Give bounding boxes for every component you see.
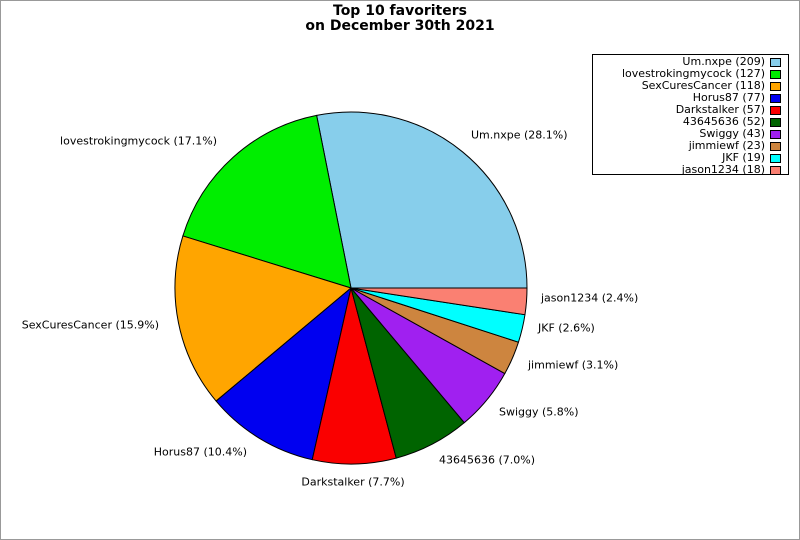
legend-item: Um.nxpe (209) [595,56,781,68]
legend-item-label: jimmiewf (23) [688,139,765,152]
pie-slice-label: Horus87 (10.4%) [153,445,247,459]
pie-slice-lovestrokingmycock [182,114,352,289]
legend-item-label: jason1234 (18) [681,163,765,176]
legend-color-swatch [770,93,781,103]
legend-item: JKF (19) [595,152,781,164]
legend-item-label: 43645636 (52) [682,115,765,128]
legend-color-swatch [770,57,781,67]
legend-item: jason1234 (18) [595,164,781,176]
pie-slice-label: Darkstalker (7.7%) [301,475,405,489]
legend: Um.nxpe (209) lovestrokingmycock (127) Sex… [592,54,789,176]
pie-slice-sexcurescancer [174,235,352,402]
legend-item: Swiggy (43) [595,128,781,140]
legend-item: 43645636 (52) [595,116,781,128]
legend-color-swatch [770,165,781,175]
chart-title-line1: Top 10 favoriters [333,3,467,19]
legend-item-label: SexCuresCancer (118) [641,79,765,92]
legend-color-swatch [770,141,781,151]
legend-item: SexCuresCancer (118) [595,80,781,92]
legend-color-swatch [770,129,781,139]
legend-color-swatch [770,81,781,91]
legend-item: jimmiewf (23) [595,140,781,152]
pie-slice-label: JKF (2.6%) [538,321,595,335]
legend-item: Darkstalker (57) [595,104,781,116]
pie-slice-label: Swiggy (5.8%) [499,405,579,419]
pie-slice-label: jason1234 (2.4%) [541,291,639,305]
legend-color-swatch [770,105,781,115]
legend-color-swatch [770,153,781,163]
pie-slice-label: SexCuresCancer (15.9%) [21,318,159,332]
pie-slice-label: lovestrokingmycock (17.1%) [60,134,217,148]
legend-item-label: Swiggy (43) [699,127,765,140]
legend-color-swatch [770,117,781,127]
pie-slice-um-nxpe [316,111,528,289]
legend-color-swatch [770,69,781,79]
chart-title-line2: on December 30th 2021 [305,18,495,34]
legend-item: lovestrokingmycock (127) [595,68,781,80]
pie-slice-label: Um.nxpe (28.1%) [471,128,568,142]
legend-item-label: Um.nxpe (209) [682,55,765,68]
legend-item-label: lovestrokingmycock (127) [622,67,765,80]
pie-slice-label: jimmiewf (3.1%) [528,358,619,372]
page-title: Top 10 favoriters on December 30th 2021 [1,4,799,34]
pie-slice-label: 43645636 (7.0%) [439,453,536,467]
pie-slice-jason1234 [350,287,528,316]
legend-item-label: Darkstalker (57) [675,103,765,116]
legend-item-label: JKF (19) [722,151,765,164]
legend-item: Horus87 (77) [595,92,781,104]
legend-item-label: Horus87 (77) [692,91,765,104]
pie-slice-horus87 [215,287,352,461]
